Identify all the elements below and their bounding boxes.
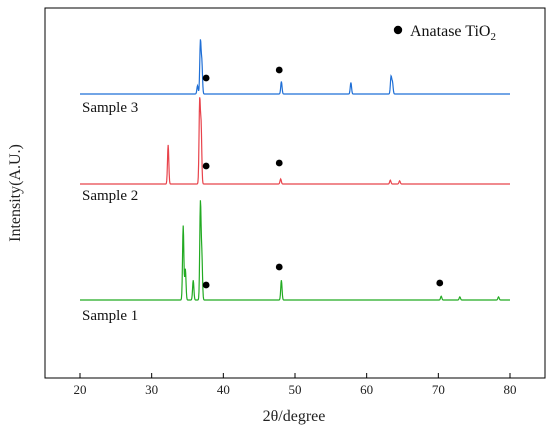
legend-label: Anatase TiO2	[410, 23, 496, 43]
series-layer	[80, 39, 510, 301]
x-axis-label: 2θ/degree	[263, 408, 326, 425]
legend-label-subscript: 2	[490, 31, 496, 43]
legend: Anatase TiO2	[393, 23, 496, 43]
x-axis: 20 30 40 50 60 70 80	[74, 373, 517, 397]
anatase-marker-dot	[202, 162, 210, 170]
sample-label: Sample 1	[82, 308, 138, 324]
series-line-sample-3	[80, 39, 510, 95]
x-tick-label: 40	[217, 382, 230, 397]
anatase-marker-layer	[202, 66, 444, 289]
series-line-sample-2	[80, 97, 510, 185]
anatase-marker-dot	[436, 279, 444, 287]
sample-label: Sample 3	[82, 100, 138, 116]
sample-label-layer: Sample 3 Sample 2 Sample 1	[82, 100, 138, 324]
legend-marker-icon	[393, 25, 403, 35]
x-tick-label: 70	[432, 382, 445, 397]
legend-label-text: Anatase TiO	[410, 23, 490, 40]
y-axis-label: Intensity(A.U.)	[7, 144, 24, 242]
anatase-marker-dot	[275, 263, 283, 271]
sample-label: Sample 2	[82, 188, 138, 204]
anatase-marker-dot	[202, 74, 210, 82]
anatase-marker-dot	[275, 159, 283, 167]
x-tick-label: 30	[145, 382, 158, 397]
x-tick-label: 80	[504, 382, 517, 397]
anatase-marker-dot	[275, 66, 283, 74]
x-tick-label: 60	[360, 382, 373, 397]
x-tick-label: 50	[289, 382, 302, 397]
series-line-sample-1	[80, 200, 510, 301]
x-tick-label: 20	[74, 382, 87, 397]
anatase-marker-dot	[202, 281, 210, 289]
